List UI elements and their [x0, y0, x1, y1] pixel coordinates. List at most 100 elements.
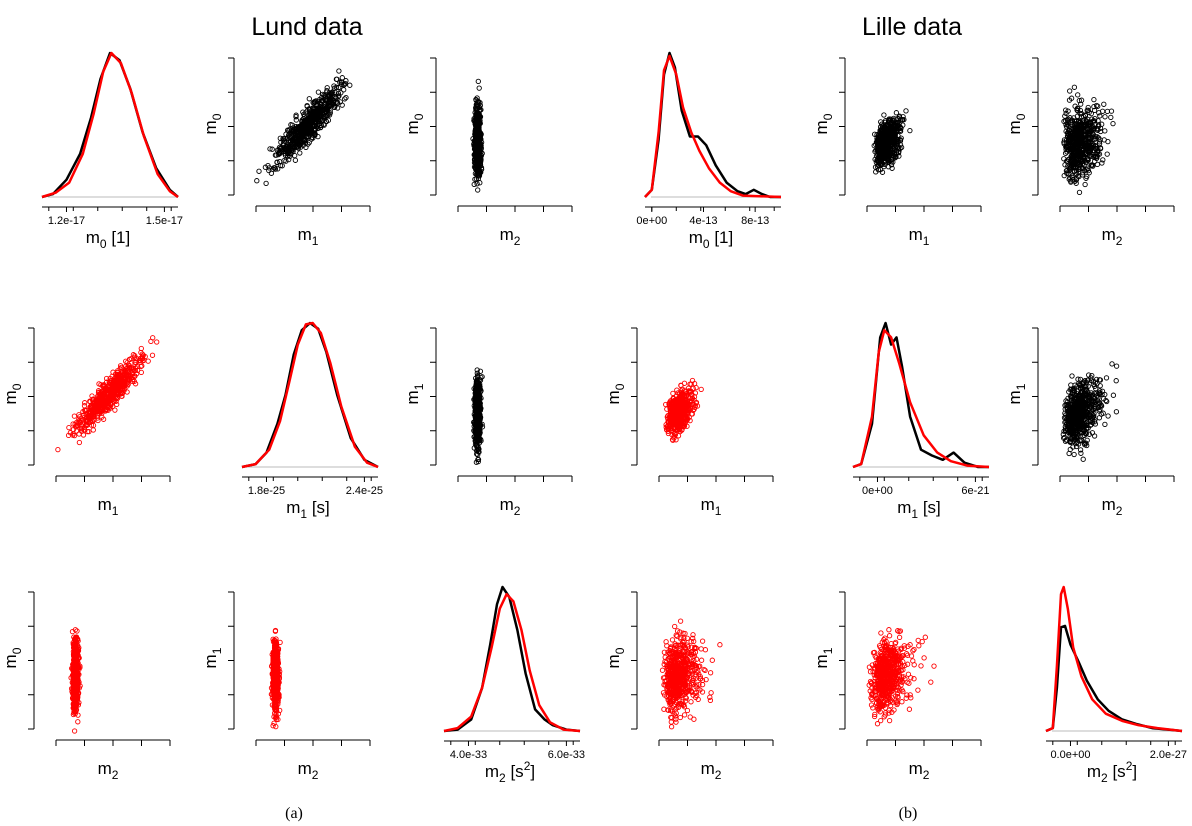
scatter-point	[336, 84, 342, 91]
scatter-point	[693, 384, 699, 391]
scatter-point	[1086, 372, 1092, 378]
x-axis-label: m2​	[1102, 495, 1123, 518]
scatter-point	[329, 89, 336, 95]
scatter-point	[285, 153, 291, 159]
x-axis-label: m2​	[500, 495, 521, 518]
scatter-point	[265, 162, 271, 169]
x-axis-label: m2​	[500, 225, 521, 248]
x-axis-label: m0​ [1]	[689, 228, 733, 251]
scatter-point	[317, 116, 323, 122]
scatter-point	[1110, 392, 1117, 398]
scatter-point	[1105, 138, 1111, 145]
scatter-point	[256, 168, 262, 174]
scatter-point	[284, 135, 291, 141]
scatter-point	[308, 128, 315, 134]
scatter-point	[1099, 108, 1106, 114]
caption-a: (a)	[285, 805, 303, 822]
scatter-point	[336, 93, 342, 99]
scatter-point	[1101, 101, 1107, 107]
y-axis-label: m0​	[403, 113, 426, 134]
scatter-point	[1067, 88, 1073, 94]
scatter-point	[1075, 92, 1081, 98]
lund-title: Lund data	[251, 13, 362, 41]
scatter-point	[1104, 151, 1110, 157]
scatter-point	[341, 81, 348, 88]
scatter-point	[317, 96, 323, 103]
scatter-point	[347, 82, 353, 88]
scatter-point	[145, 358, 151, 364]
scatter-point	[90, 427, 96, 433]
density-curve-data	[241, 321, 379, 469]
scatter-point	[472, 176, 478, 182]
scatter-point	[474, 181, 480, 187]
scatter-point	[1113, 363, 1120, 369]
y-axis-label: m1​	[1005, 383, 1028, 404]
scatter-point	[1082, 181, 1088, 188]
scatter-point	[148, 338, 154, 345]
subplot-lille-s01: m1​m0​	[812, 57, 982, 248]
y-axis-label: m1​	[403, 383, 426, 404]
scatter-point	[289, 138, 296, 144]
scatter-point	[343, 94, 349, 101]
scatter-point	[1102, 128, 1108, 134]
scatter-point	[327, 98, 333, 105]
scatter-point	[698, 386, 704, 393]
scatter-point	[321, 114, 328, 121]
scatter-point	[881, 112, 887, 118]
scatter-point	[272, 165, 278, 171]
scatter-point	[333, 99, 339, 105]
scatter-point	[331, 99, 337, 106]
subplot-lund-s12: m2​ m1​	[403, 327, 573, 518]
scatter-point	[301, 136, 308, 142]
scatter-point	[310, 108, 317, 115]
subplot-lund-s02: m2​ m0​	[403, 57, 573, 248]
scatter-point	[267, 146, 273, 152]
scatter-point	[1068, 382, 1074, 388]
scatter-point	[315, 133, 321, 140]
scatter-point	[285, 151, 291, 157]
scatter-point	[1102, 391, 1108, 398]
scatter-point	[341, 87, 347, 93]
scatter-point	[280, 149, 286, 155]
scatter-point	[335, 90, 342, 97]
scatter-point	[291, 128, 297, 134]
scatter-point	[1085, 104, 1091, 111]
subplot-lund-s01: m1​m0​	[201, 57, 371, 248]
scatter-point	[318, 122, 325, 129]
x-axis-label: m2​	[1102, 225, 1123, 248]
scatter-point	[295, 145, 302, 151]
scatter-point	[306, 96, 312, 102]
scatter-point	[1102, 114, 1108, 120]
scatter-point	[331, 83, 337, 89]
scatter-point	[342, 80, 349, 87]
scatter-point	[283, 144, 290, 150]
scatter-point	[300, 131, 307, 137]
scatter-point	[324, 106, 331, 112]
scatter-point	[335, 94, 341, 100]
scatter-point	[332, 89, 338, 95]
scatter-point	[149, 352, 156, 358]
scatter-point	[263, 180, 269, 187]
lille-title: Lille data	[862, 13, 962, 41]
scatter-point	[297, 150, 303, 156]
scatter-point	[312, 99, 319, 105]
scatter-point	[309, 122, 316, 129]
scatter-point	[674, 387, 680, 393]
scatter-point	[304, 127, 310, 133]
x-tick-label: 1.5e-17	[146, 215, 183, 227]
scatter-point	[475, 187, 481, 193]
scatter-point	[1094, 161, 1101, 168]
scatter-point	[319, 106, 326, 113]
scatter-point	[292, 157, 299, 163]
x-tick-label: 4e-13	[689, 215, 717, 227]
subplot-lille-s12: m2​ m1​	[1005, 327, 1175, 518]
scatter-point	[1110, 120, 1116, 127]
density-curve-model	[41, 51, 179, 199]
scatter-point	[76, 439, 83, 446]
scatter-point	[302, 113, 308, 119]
